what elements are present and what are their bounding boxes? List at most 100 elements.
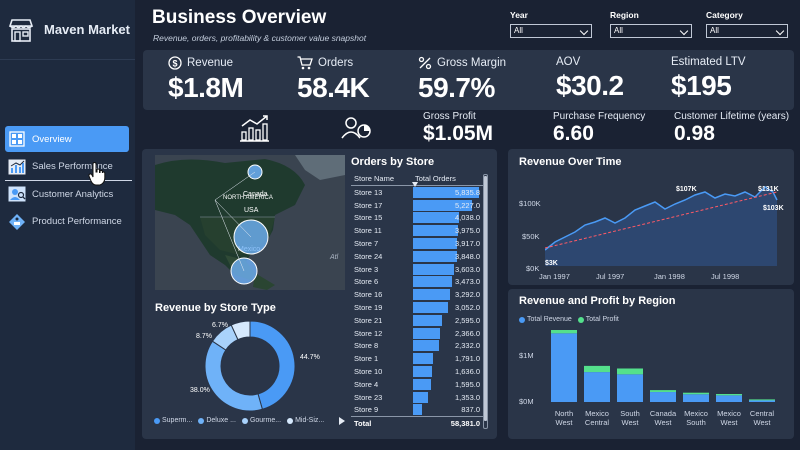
store-name-cell: Store 3 xyxy=(354,264,379,274)
store-type-donut[interactable] xyxy=(195,316,305,416)
bar-chart-icon xyxy=(7,158,27,176)
rev-annotation: $3K xyxy=(545,260,558,267)
revenue-bar[interactable] xyxy=(716,395,742,402)
region-label-line2: West xyxy=(720,418,738,427)
legend-label: Total Profit xyxy=(585,316,619,323)
table-row[interactable]: Store 21 2,595.0 xyxy=(351,314,488,327)
table-row[interactable]: Store 17 5,227.0 xyxy=(351,199,488,212)
kpi-orders-label: Orders xyxy=(318,57,354,69)
total-label: Total xyxy=(354,419,372,429)
donut-slice[interactable] xyxy=(249,320,296,410)
table-row[interactable]: Store 6 3,473.0 xyxy=(351,276,488,289)
region-label-line2: West xyxy=(621,418,639,427)
nav-item-customer-analytics[interactable]: Customer Analytics xyxy=(5,181,129,207)
legend-label: Total Revenue xyxy=(527,316,572,323)
orders-bar xyxy=(413,327,440,339)
donut-slice[interactable] xyxy=(204,340,263,412)
table-row[interactable]: Store 19 3,052.0 xyxy=(351,301,488,314)
region-x-label: South West xyxy=(613,409,647,427)
rev-time-x-tick: Jan 1997 xyxy=(539,272,570,281)
legend-item-gourme[interactable]: Gourme... xyxy=(241,417,281,424)
legend-item-profit[interactable]: Total Profit xyxy=(577,316,619,323)
table-row[interactable]: Store 16 3,292.0 xyxy=(351,288,488,301)
nav-item-product-performance[interactable]: Product Performance xyxy=(5,209,129,235)
revenue-bar[interactable] xyxy=(650,392,676,402)
donut-slice[interactable] xyxy=(230,320,251,341)
table-row[interactable]: Store 4 1,595.0 xyxy=(351,378,488,391)
store-name-cell: Store 23 xyxy=(354,392,383,402)
filter-region-select[interactable]: All xyxy=(610,24,692,38)
legend-item-revenue[interactable]: Total Revenue xyxy=(519,316,572,323)
table-row[interactable]: Store 23 1,353.0 xyxy=(351,391,488,404)
region-label-line1: North xyxy=(554,409,574,418)
map-label-north-america: NORTH AMERICA xyxy=(223,195,273,201)
store-map[interactable]: NORTH AMERICA Canada USA Mexico Atl xyxy=(155,155,345,290)
orders-bar-cell: 5,835.8 xyxy=(413,186,483,198)
orders-value: 1,791.0 xyxy=(454,354,480,364)
col-total-orders[interactable]: Total Orders xyxy=(415,174,456,183)
profit-bar[interactable] xyxy=(551,330,577,334)
orders-bar xyxy=(413,366,432,378)
store-name-cell: Store 10 xyxy=(354,367,383,377)
table-row[interactable]: Store 8 2,332.0 xyxy=(351,340,488,353)
profit-bar[interactable] xyxy=(584,365,610,373)
profit-bar[interactable] xyxy=(617,368,643,375)
orders-bar-cell: 1,353.0 xyxy=(413,391,483,403)
orders-value: 3,292.0 xyxy=(454,290,480,300)
orders-bar xyxy=(413,238,458,250)
table-row[interactable]: Store 7 3,917.0 xyxy=(351,237,488,250)
legend-item-deluxe[interactable]: Deluxe ... xyxy=(198,417,236,424)
nav-label-product-performance: Product Performance xyxy=(32,216,122,227)
legend-item-midsize[interactable]: Mid-Siz... xyxy=(287,417,324,424)
legend-item-superm[interactable]: Superm... xyxy=(154,417,192,424)
profit-bar[interactable] xyxy=(650,390,676,393)
table-row[interactable]: Store 24 3,848.0 xyxy=(351,250,488,263)
nav-item-sales-performance[interactable]: Sales Performance xyxy=(5,154,132,181)
orders-table-scrollbar[interactable] xyxy=(483,174,488,429)
filter-category-select[interactable]: All xyxy=(706,24,788,38)
orders-bar-cell: 5,227.0 xyxy=(413,199,483,211)
revenue-bar[interactable] xyxy=(749,399,775,402)
orders-value: 3,848.0 xyxy=(454,251,480,261)
revenue-bar[interactable] xyxy=(551,333,577,402)
sort-desc-icon[interactable] xyxy=(412,182,418,187)
store-name-cell: Store 19 xyxy=(354,303,383,313)
revenue-time-chart[interactable] xyxy=(545,180,780,266)
region-y-tick: $0M xyxy=(519,397,534,406)
kpi-panel xyxy=(143,50,794,110)
col-store-name[interactable]: Store Name xyxy=(354,174,395,183)
table-row[interactable]: Store 15 4,038.0 xyxy=(351,212,488,225)
legend-dot xyxy=(198,417,205,424)
kpi-gross-margin: Gross Margin 59.7% xyxy=(418,56,506,104)
table-row[interactable]: Store 9 837.0 xyxy=(351,404,488,417)
profit-bar[interactable] xyxy=(716,393,742,396)
store-name-cell: Store 24 xyxy=(354,251,383,261)
legend-next-icon[interactable] xyxy=(339,417,345,425)
orders-bar-cell: 1,636.0 xyxy=(413,366,483,378)
kpi-ltv: Estimated LTV $195 xyxy=(671,56,746,102)
kpi-customer-lifetime-value: 0.98 xyxy=(674,122,715,145)
nav-item-overview[interactable]: Overview xyxy=(5,126,129,152)
profit-bar[interactable] xyxy=(749,399,775,401)
table-row[interactable]: Store 11 3,975.0 xyxy=(351,224,488,237)
table-row[interactable]: Store 10 1,636.0 xyxy=(351,365,488,378)
filter-year-select[interactable]: All xyxy=(510,24,592,38)
region-bar-chart[interactable] xyxy=(545,330,785,402)
table-row[interactable]: Store 1 1,791.0 xyxy=(351,352,488,365)
map-label-canada: Canada xyxy=(243,191,268,198)
region-x-label: Mexico West xyxy=(712,409,746,427)
profit-bar[interactable] xyxy=(683,392,709,395)
revenue-bar[interactable] xyxy=(683,394,709,402)
revenue-bar[interactable] xyxy=(584,372,610,402)
table-row[interactable]: Store 13 5,835.8 xyxy=(351,186,488,199)
svg-text:$: $ xyxy=(172,59,177,69)
table-row[interactable]: Store 3 3,603.0 xyxy=(351,263,488,276)
table-row[interactable]: Store 12 2,366.0 xyxy=(351,327,488,340)
orders-table-title: Orders by Store xyxy=(351,156,435,168)
store-name-cell: Store 16 xyxy=(354,290,383,300)
scrollbar-thumb[interactable] xyxy=(484,176,487,421)
orders-value: 2,595.0 xyxy=(454,315,480,325)
orders-value: 5,227.0 xyxy=(454,200,480,210)
store-name-cell: Store 13 xyxy=(354,187,383,197)
revenue-bar[interactable] xyxy=(617,374,643,402)
